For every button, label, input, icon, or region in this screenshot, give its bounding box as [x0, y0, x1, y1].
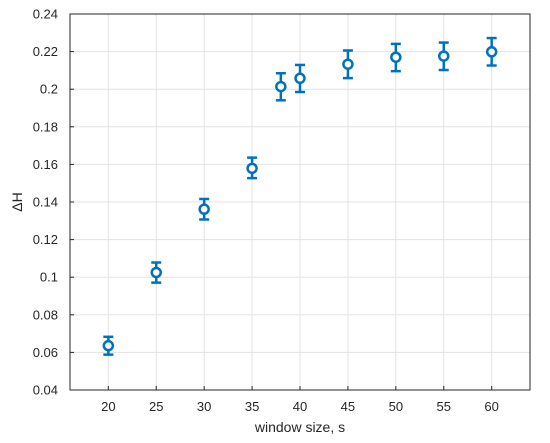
y-axis-label: ΔH [9, 192, 25, 211]
x-axis-ticks: 20 25 30 35 40 45 50 55 60 [101, 386, 499, 414]
data-point [198, 197, 210, 221]
y-tick-label: 0.12 [33, 232, 58, 247]
data-point [294, 63, 306, 94]
x-axis-label: window size, s [254, 419, 345, 435]
data-point [275, 71, 287, 102]
y-tick-label: 0.22 [33, 44, 58, 59]
data-marker [342, 58, 354, 70]
data-points [102, 36, 498, 356]
data-point [150, 261, 162, 284]
data-point [390, 42, 402, 73]
data-point [246, 156, 258, 180]
x-tick-label: 55 [437, 399, 451, 414]
data-marker [485, 46, 498, 58]
x-tick-label: 30 [197, 399, 211, 414]
y-tick-label: 0.18 [33, 119, 58, 134]
data-point [102, 335, 115, 356]
data-marker [390, 51, 402, 63]
data-point [485, 36, 498, 67]
y-tick-label: 0.1 [40, 270, 58, 285]
x-tick-label: 45 [341, 399, 355, 414]
data-marker [102, 339, 115, 352]
y-tick-label: 0.24 [33, 7, 58, 22]
y-tick-label: 0.16 [33, 157, 58, 172]
x-tick-label: 50 [389, 399, 403, 414]
data-marker [275, 80, 287, 93]
data-point [342, 49, 354, 80]
data-marker [294, 72, 306, 85]
y-tick-label: 0.08 [33, 307, 58, 322]
y-tick-label: 0.06 [33, 345, 58, 360]
x-tick-label: 40 [293, 399, 307, 414]
y-tick-label: 0.14 [33, 195, 58, 210]
data-marker [246, 162, 258, 175]
y-tick-label: 0.2 [40, 82, 58, 97]
data-marker [438, 50, 450, 62]
x-tick-label: 60 [484, 399, 498, 414]
x-tick-label: 35 [245, 399, 259, 414]
x-tick-label: 25 [149, 399, 163, 414]
x-tick-label: 20 [101, 399, 115, 414]
y-tick-label: 0.04 [33, 383, 58, 398]
data-marker [198, 203, 210, 215]
data-point [438, 41, 450, 72]
data-marker [150, 266, 162, 279]
y-axis-ticks: 0.04 0.06 0.08 0.1 0.12 0.14 0.16 0.18 0.2 0.22 0.… [33, 7, 74, 398]
